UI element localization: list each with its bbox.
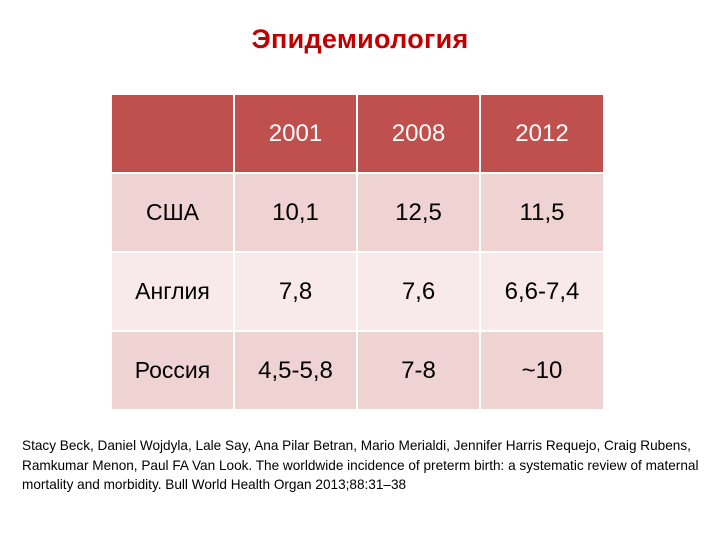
header-cell-2008: 2008 xyxy=(356,95,480,173)
table-row: США 10,1 12,5 11,5 xyxy=(112,172,603,252)
table-cell: 12,5 xyxy=(356,172,480,252)
header-cell-2001: 2001 xyxy=(233,95,357,173)
header-corner-cell xyxy=(112,95,234,173)
table-cell: 10,1 xyxy=(233,172,357,252)
epidemiology-table: 2001 2008 2012 США 10,1 12,5 11,5 Англия… xyxy=(112,95,603,409)
row-label-usa: США xyxy=(112,172,234,252)
table-cell: 4,5-5,8 xyxy=(233,330,357,409)
row-label-england: Англия xyxy=(112,251,234,331)
citation-text: Stacy Beck, Daniel Wojdyla, Lale Say, An… xyxy=(22,438,699,492)
page-title: Эпидемиология xyxy=(251,24,469,54)
table-cell: 11,5 xyxy=(479,172,603,252)
table-cell: 7,8 xyxy=(233,251,357,331)
header-cell-2012: 2012 xyxy=(479,95,603,173)
table-cell: 7,6 xyxy=(356,251,480,331)
table-cell: 6,6-7,4 xyxy=(479,251,603,331)
table-cell: ~10 xyxy=(479,330,603,409)
table-cell: 7-8 xyxy=(356,330,480,409)
table-row: Россия 4,5-5,8 7-8 ~10 xyxy=(112,330,603,409)
row-label-russia: Россия xyxy=(112,330,234,409)
table-header-row: 2001 2008 2012 xyxy=(112,95,603,173)
table-row: Англия 7,8 7,6 6,6-7,4 xyxy=(112,251,603,331)
